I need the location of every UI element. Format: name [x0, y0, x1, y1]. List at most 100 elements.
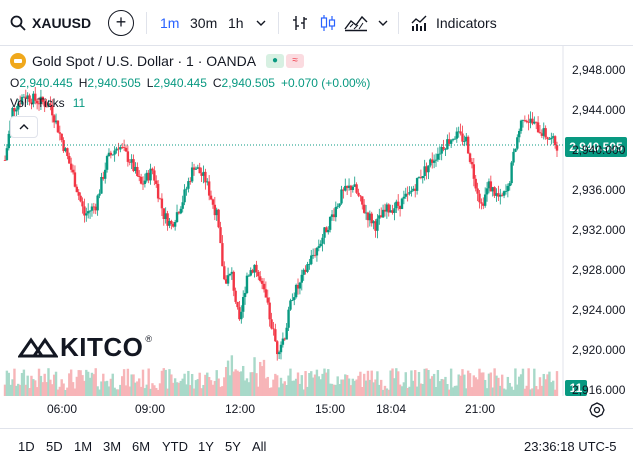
timeframe-30m[interactable]: 30m: [190, 15, 218, 31]
bars-style-button[interactable]: [286, 7, 314, 39]
volume-bar: [207, 377, 211, 396]
candle-body: [357, 192, 360, 196]
candle-body: [223, 266, 226, 280]
candle-body: [525, 120, 528, 122]
volume-bar: [423, 368, 426, 396]
timeframe-1m[interactable]: 1m: [160, 15, 180, 31]
candle-body: [285, 327, 288, 340]
volume-bar: [60, 379, 63, 396]
range-1d[interactable]: 1D: [18, 439, 35, 454]
price-chart[interactable]: [0, 0, 633, 396]
candle-body: [115, 148, 118, 151]
volume-bar: [211, 384, 215, 396]
volume-bar: [204, 374, 207, 396]
volume-bar: [298, 383, 302, 396]
candle-body: [306, 264, 309, 272]
volume-bar: [510, 386, 513, 396]
chart-settings-button[interactable]: [589, 402, 605, 418]
volume-bar: [34, 380, 37, 396]
candle-body: [276, 341, 279, 355]
candle-body: [158, 198, 162, 200]
volume-bar: [56, 389, 60, 396]
candle-body: [11, 107, 14, 121]
volume-bar: [544, 379, 547, 396]
compare-symbol-button[interactable]: +: [108, 10, 134, 36]
candle-body: [49, 103, 52, 106]
volume-bar: [190, 373, 194, 396]
range-5y[interactable]: 5Y: [225, 439, 241, 454]
candle-body: [18, 103, 22, 105]
volume-bar: [408, 386, 411, 396]
candle-body: [351, 186, 355, 190]
volume-bar: [489, 372, 493, 396]
last-volume-label: 11: [565, 380, 587, 396]
candle-body: [39, 96, 43, 105]
candle-body: [162, 208, 165, 219]
range-all[interactable]: All: [252, 439, 267, 454]
candle-body: [474, 178, 477, 189]
volume-bar: [429, 378, 432, 396]
volume-bar: [69, 369, 73, 396]
candle-body: [330, 214, 334, 217]
volume-bar: [395, 368, 398, 396]
range-6m[interactable]: 6M: [132, 439, 151, 454]
candle-body: [533, 121, 536, 124]
candle-body: [506, 186, 510, 192]
volume-bar: [533, 368, 536, 396]
range-1m[interactable]: 1M: [74, 439, 93, 454]
volume-bar: [368, 379, 372, 396]
candle-body: [417, 177, 421, 179]
candle-body: [13, 107, 16, 112]
volume-bar: [478, 368, 481, 396]
indicators-button[interactable]: Indicators: [410, 7, 497, 39]
timeframe-1h[interactable]: 1h: [228, 15, 244, 31]
candle-body: [54, 120, 58, 123]
volume-bar: [30, 375, 33, 396]
volume-bar: [281, 383, 285, 396]
range-5d[interactable]: 5D: [46, 439, 63, 454]
volume-bar: [52, 374, 56, 396]
candle-body: [17, 103, 20, 110]
candle-body: [395, 201, 398, 209]
candle-body: [187, 181, 190, 189]
candle-body: [387, 204, 390, 213]
collapse-legend-button[interactable]: [10, 116, 38, 138]
timeframe-dropdown[interactable]: [256, 7, 266, 39]
volume-bar: [406, 387, 409, 396]
volume-bar: [351, 378, 355, 396]
candle-body: [512, 151, 515, 163]
candle-body: [336, 206, 339, 208]
volume-bar: [209, 380, 213, 396]
volume-bar: [71, 382, 75, 396]
volume-bar: [431, 376, 434, 396]
area-style-button[interactable]: [342, 7, 370, 39]
volume-bar: [529, 389, 532, 396]
candle-body: [376, 218, 379, 231]
candles-style-button[interactable]: [314, 7, 342, 39]
clock-timezone[interactable]: 23:36:18 UTC-5: [524, 439, 617, 454]
volume-bar: [32, 379, 35, 396]
volume-bar: [410, 370, 413, 396]
candle-body: [491, 187, 494, 192]
candle-body: [366, 212, 370, 221]
candle-body: [228, 273, 232, 276]
symbol-search[interactable]: XAUUSD: [10, 7, 91, 39]
candle-body: [85, 213, 88, 216]
chevron-down-icon: [256, 20, 266, 26]
candle-body: [132, 159, 135, 172]
range-ytd[interactable]: YTD: [162, 439, 188, 454]
candle-body: [364, 212, 368, 214]
volume-bar: [149, 388, 152, 396]
range-3m[interactable]: 3M: [103, 439, 122, 454]
candle-body: [196, 167, 200, 169]
candle-body: [83, 206, 86, 216]
candle-body: [272, 328, 275, 330]
candle-body: [368, 213, 372, 221]
candle-body: [232, 271, 235, 291]
chart-style-dropdown[interactable]: [378, 7, 388, 39]
volume-bar: [294, 378, 298, 396]
candle-body: [535, 121, 538, 123]
volume-bar: [236, 370, 239, 396]
range-1y[interactable]: 1Y: [198, 439, 214, 454]
price-tick-label: 2,928.000: [572, 263, 626, 277]
